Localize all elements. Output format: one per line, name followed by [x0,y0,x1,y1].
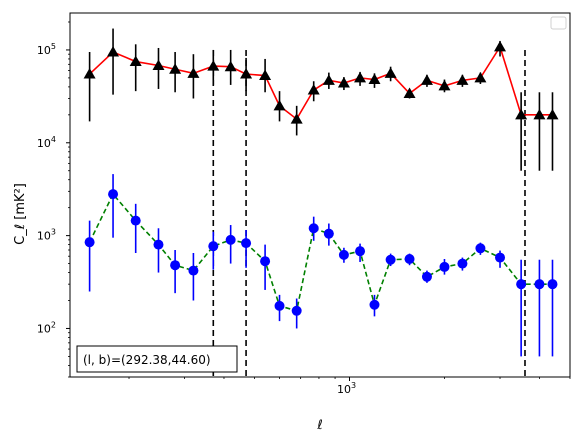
series-0-point-17 [384,67,397,78]
series-0-point-5 [187,67,200,78]
y-tick-exponent-0: 2 [51,320,56,329]
series-0-point-4 [169,63,182,74]
series-1-point-18 [404,253,415,264]
series-1-point-23 [495,252,506,263]
y-tick-label-3: 105 [37,42,56,57]
x-tick-exponent-0: 3 [351,381,356,390]
plot-content [83,28,559,377]
series-1-point-6 [208,241,219,252]
series-0-point-20 [438,79,451,91]
series-0-point-6 [207,60,220,71]
series-0-point-24 [515,108,528,120]
axes-frame [69,12,571,378]
annotation-box: (l, b)=(292.38,44.60) [76,345,238,373]
x-tick-label-0: 103 [337,381,356,396]
series-1-point-10 [274,300,285,311]
series-1-point-15 [355,246,366,257]
series-1-point-7 [225,234,236,245]
series-1-point-25 [534,279,545,290]
series-0-point-2 [129,55,142,67]
series-0-point-11 [290,113,303,124]
series-0-point-21 [456,74,469,85]
series-0-point-14 [337,77,350,88]
x-axis-label: ℓ [316,418,322,433]
y-tick-exponent-2: 4 [51,135,56,144]
series-1-point-8 [241,238,252,249]
series-0-point-7 [224,60,237,72]
series-1-point-9 [260,256,271,267]
y-axis-label: C_ℓ [mK²] [13,183,28,245]
series-1-point-14 [338,249,349,260]
series-0 [83,28,559,171]
y-tick-label-1: 103 [37,228,56,243]
series-0-point-1 [107,46,120,57]
series-1-point-21 [457,258,468,269]
series-1-point-0 [84,237,95,248]
series-1-point-2 [130,215,141,226]
y-tick-exponent-1: 3 [51,228,56,237]
y-axis-label-group: C_ℓ [mK²] [13,183,28,245]
series-1-point-5 [188,265,199,276]
series-0-point-10 [273,99,286,111]
series-1-point-11 [291,305,302,316]
series-0-point-26 [546,108,559,120]
series-0-point-22 [474,71,487,83]
legend-box [550,16,567,30]
series-1-point-20 [439,261,450,272]
series-0-point-16 [368,73,381,85]
series-0-point-8 [240,68,253,79]
series-1-point-16 [369,299,380,310]
series-0-point-15 [354,71,367,83]
series-0-point-13 [322,74,335,85]
series-0-point-3 [152,59,165,70]
series-0-point-9 [259,69,272,81]
y-tick-label-0: 102 [37,320,56,335]
annotation-text: (l, b)=(292.38,44.60) [83,353,211,367]
series-1 [84,174,558,357]
ticks: 102 103 104 105 103 [37,21,571,396]
series-1-point-17 [385,254,396,265]
series-1-point-1 [108,189,119,200]
series-1-point-26 [547,279,558,290]
series-0-point-19 [420,74,433,85]
y-tick-exponent-3: 5 [51,42,56,51]
series-0-point-23 [494,40,507,52]
series-1-point-3 [153,239,164,250]
series-0-point-25 [533,108,546,120]
series-0-point-12 [307,84,320,95]
series-0-point-18 [403,87,416,98]
series-1-point-4 [170,260,181,271]
y-tick-label-2: 104 [37,135,56,150]
series-1-point-19 [421,271,432,282]
series-1-point-24 [516,279,527,290]
series-1-point-13 [323,228,334,239]
series-1-point-22 [475,243,486,254]
series-1-point-12 [308,223,319,234]
series-0-point-0 [83,68,96,79]
